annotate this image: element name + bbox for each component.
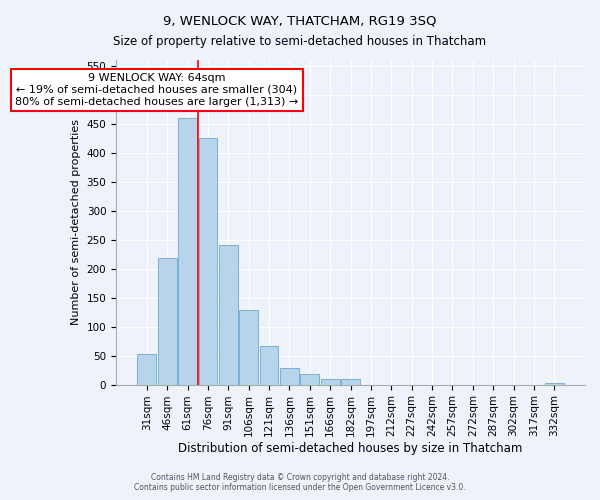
Bar [341,379,360,384]
Bar [239,310,258,384]
Y-axis label: Number of semi-detached properties: Number of semi-detached properties [71,120,81,326]
Bar [301,374,319,384]
Text: Contains HM Land Registry data © Crown copyright and database right 2024.
Contai: Contains HM Land Registry data © Crown c… [134,473,466,492]
X-axis label: Distribution of semi-detached houses by size in Thatcham: Distribution of semi-detached houses by … [178,442,523,455]
Bar [219,246,238,384]
Bar [280,368,299,384]
Bar [545,383,563,384]
Bar [260,346,278,385]
Bar [158,258,176,384]
Text: 9 WENLOCK WAY: 64sqm
← 19% of semi-detached houses are smaller (304)
80% of semi: 9 WENLOCK WAY: 64sqm ← 19% of semi-detac… [16,74,299,106]
Bar [137,354,156,384]
Bar [178,118,197,384]
Text: Size of property relative to semi-detached houses in Thatcham: Size of property relative to semi-detach… [113,35,487,48]
Bar [321,379,340,384]
Bar [199,138,217,384]
Text: 9, WENLOCK WAY, THATCHAM, RG19 3SQ: 9, WENLOCK WAY, THATCHAM, RG19 3SQ [163,15,437,28]
